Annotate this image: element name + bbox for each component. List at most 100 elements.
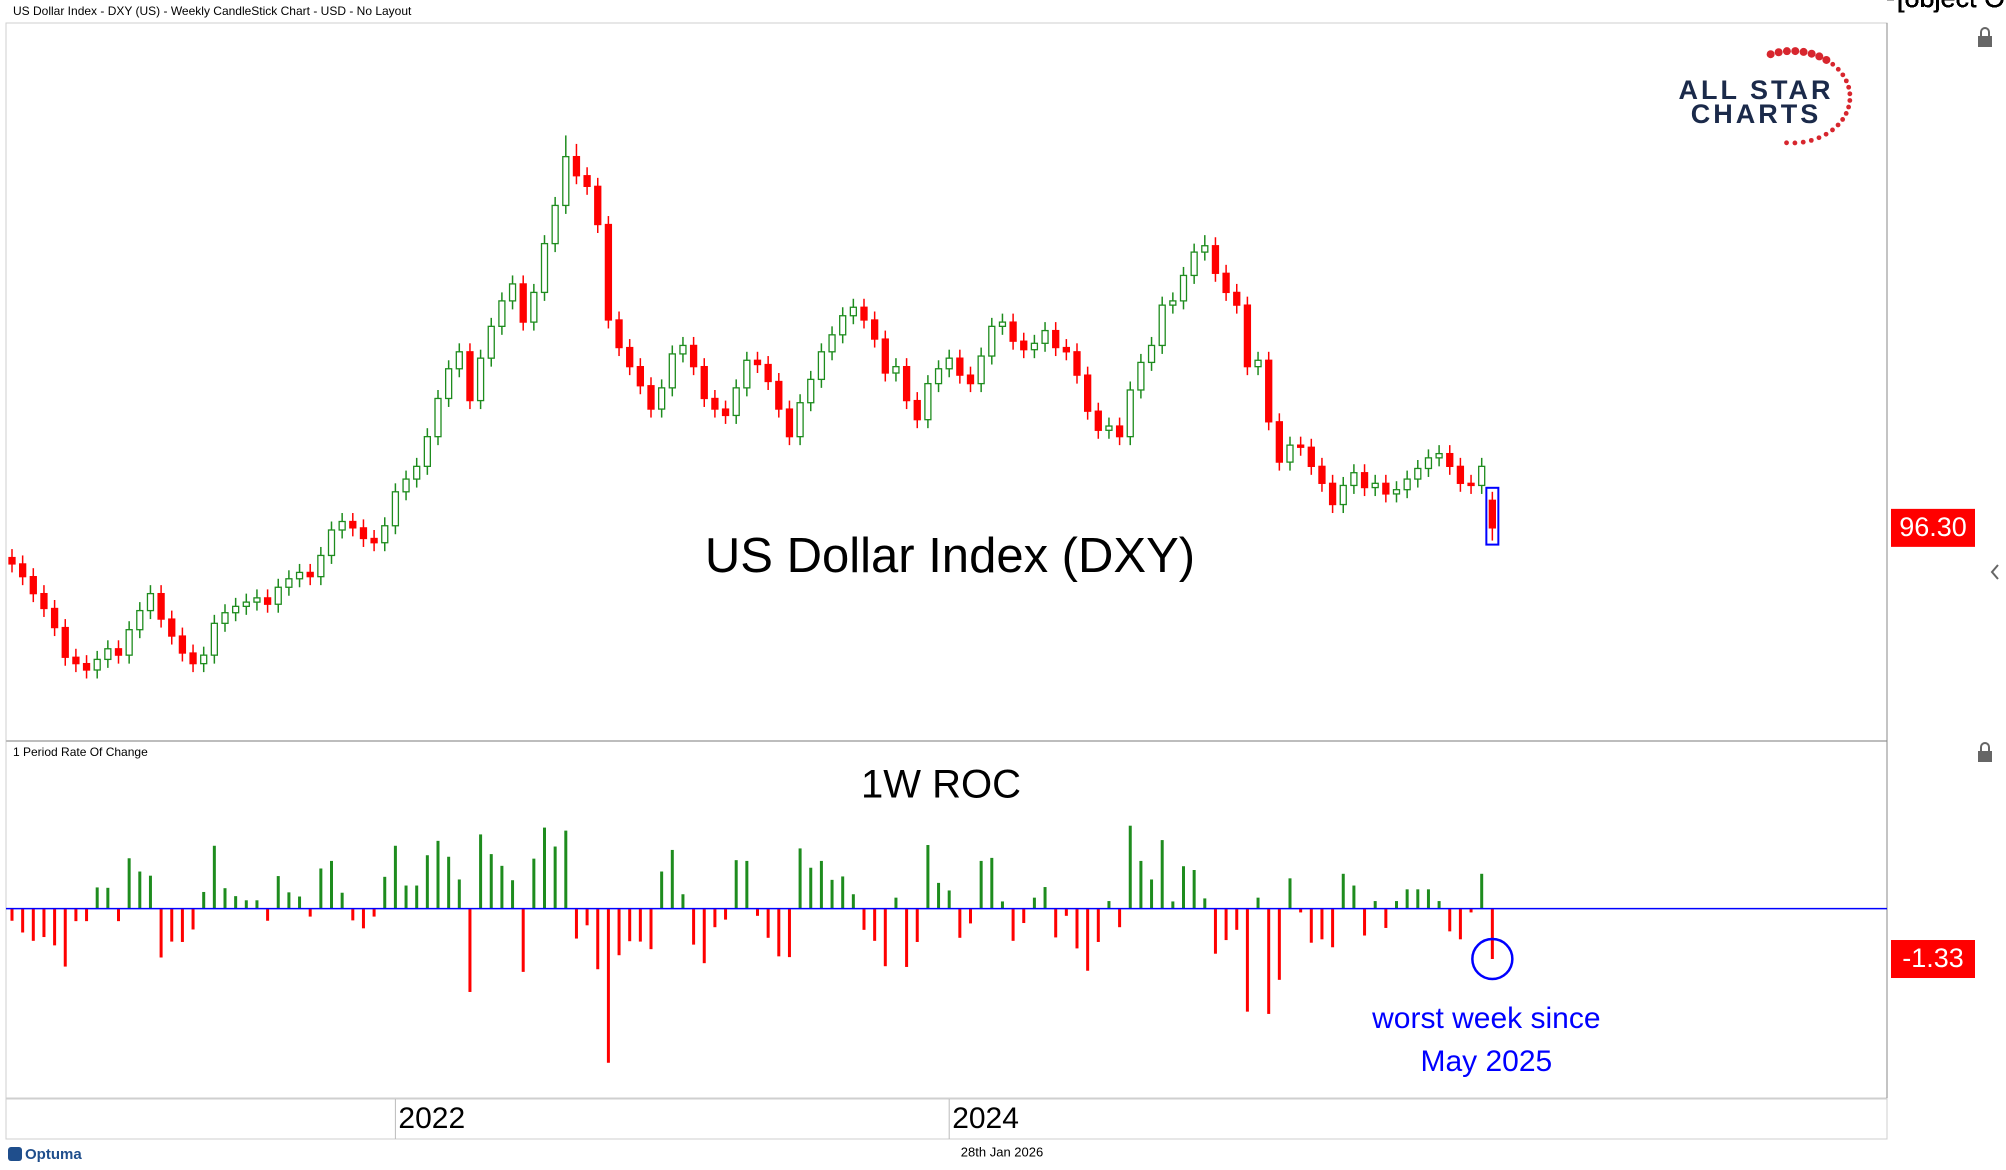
candle-body [295,571,304,580]
panel-subtitle: 1 Period Rate Of Change [13,745,148,759]
bar [873,908,877,941]
candle-body [349,520,357,529]
bar [553,846,557,909]
bar [202,891,206,909]
bar [1128,825,1132,909]
bar [148,875,152,909]
candle-body [519,283,527,323]
candle-body [1243,304,1252,368]
candle-body [263,597,272,605]
bar [1490,908,1494,960]
candle-body [785,408,794,438]
bar [1458,908,1462,940]
y-tick-label: [object Object] [1897,0,2006,13]
y-tick-label: [object Object] [1897,0,2006,13]
footer [0,1140,2006,1170]
logo-star [1799,47,1808,56]
candle-body [82,662,91,671]
last-value-badge [1891,508,1975,547]
y-tick-label: [object Object] [1897,0,2006,13]
highlight-box [1485,486,1500,546]
candle-body [594,185,602,226]
bar [1320,908,1324,940]
logo-star [1782,47,1791,56]
y-tick-label: [object Object] [1897,0,2006,13]
candle-body [1392,489,1401,495]
bar [649,908,653,950]
bar [223,888,227,909]
candle-body [338,520,346,531]
bar [511,880,515,909]
bar [1267,908,1271,1014]
bar [127,858,131,909]
bar [479,834,483,909]
bar [766,908,770,938]
bar [383,876,387,909]
candle-body [998,321,1007,327]
bar [969,908,972,924]
bar [990,857,994,909]
candle-body [1424,457,1433,470]
candle-body [1126,389,1134,438]
bar [489,854,493,909]
logo-stars [1766,47,1853,146]
candle-body [689,344,698,368]
bar [628,908,632,942]
bar [212,845,216,909]
candle-body [1041,329,1049,344]
logo-star [1822,55,1831,64]
bar [958,908,962,938]
candle-body [1020,340,1028,351]
logo-text: ALL STAR [1679,75,1834,105]
logo-star [1835,122,1841,128]
bar [777,908,781,957]
bar [1299,908,1303,913]
candle-body [658,387,666,410]
chart-header: US Dollar Index - DXY (US) - Weekly Cand… [13,4,412,18]
plot-area: [object Object][object Object][object Ob… [6,0,2006,1078]
candle-body [1179,274,1188,302]
bar [1075,908,1079,949]
logo: ALL STAR CHARTS [1679,47,1853,146]
bar [564,830,568,909]
candle-body [1371,482,1379,489]
bar [255,900,259,909]
bar [596,908,600,970]
y-tick-label: [object Object] [1897,0,2006,13]
bar [681,894,685,909]
candle-body [572,155,581,177]
candle-body [1339,484,1347,506]
last-value-label: -1.33 [1902,943,1964,973]
bar [947,890,951,909]
bar [1139,860,1143,909]
candle-body [476,357,485,402]
bar [830,879,834,909]
candle-body [1382,482,1390,495]
bar [1480,873,1484,909]
candle-body [1488,499,1496,529]
candle-body [114,648,123,656]
bar [319,868,323,909]
x-tick-label: 2024 [952,1102,1019,1135]
candle-body [924,382,932,421]
y-tick-label: [object Object] [1897,0,2006,13]
candle-body [455,351,463,370]
candle-body [615,319,623,349]
candle-body [679,344,687,355]
candle-body [1094,410,1102,431]
bar [915,908,919,942]
bar [787,908,791,958]
candle-body [775,380,783,410]
bar [106,887,110,909]
bar [1192,870,1196,909]
candle-body [1105,425,1113,431]
bar [798,848,802,909]
candle-body [189,652,197,665]
candle-body [93,658,101,671]
bar [159,908,163,958]
bar [1213,908,1217,954]
bar [191,908,195,930]
candle-body [402,478,410,493]
logo-star [1766,50,1775,59]
